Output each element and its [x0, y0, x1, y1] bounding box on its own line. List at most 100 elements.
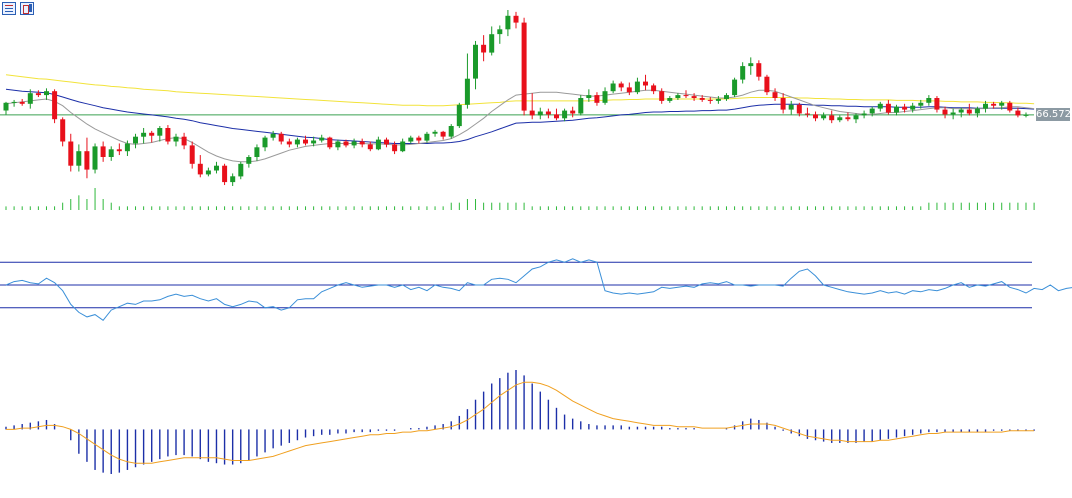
ma-slow-line: [5, 74, 1035, 107]
candle-body: [408, 137, 414, 142]
candle-body: [375, 139, 381, 150]
candle-body: [189, 145, 195, 164]
candle-body: [529, 110, 535, 116]
candle-body: [11, 101, 17, 103]
candle-body: [804, 113, 810, 115]
candle-body: [246, 157, 252, 164]
candle-body: [3, 102, 9, 111]
candle-body: [35, 93, 41, 96]
price-panel: [0, 10, 1035, 186]
chart-properties-icon[interactable]: [2, 2, 16, 15]
candle-body: [124, 143, 130, 152]
candle-body: [950, 112, 956, 115]
candle-body: [715, 99, 721, 101]
candle-body: [270, 133, 276, 138]
candle-body: [319, 137, 325, 141]
candle-body: [894, 106, 899, 113]
candle-body: [505, 15, 511, 30]
candle-body: [116, 149, 122, 152]
candle-body: [327, 137, 333, 148]
candle-body: [562, 110, 568, 119]
candle-body: [1007, 102, 1013, 111]
candle-body: [683, 95, 689, 97]
candle-body: [262, 137, 268, 148]
candle-body: [303, 139, 308, 144]
candle-body: [464, 78, 470, 105]
candle-body: [432, 131, 438, 134]
candle-body: [359, 141, 365, 145]
candle-body: [311, 140, 317, 144]
candle-body: [149, 132, 155, 136]
candle-body: [108, 149, 114, 157]
rsi-panel: [0, 258, 1072, 321]
candle-body: [286, 141, 292, 145]
candle-body: [392, 144, 398, 152]
candle-body: [885, 103, 891, 113]
candle-body: [829, 115, 835, 121]
candle-body: [197, 163, 203, 175]
candle-body: [424, 133, 430, 141]
candle-body: [489, 34, 495, 53]
candle-body: [537, 111, 543, 116]
candle-body: [570, 110, 576, 114]
candle-body: [869, 108, 875, 114]
candle-body: [756, 63, 762, 77]
candle-body: [788, 104, 794, 110]
candle-body: [991, 103, 997, 106]
candle-body: [626, 87, 632, 93]
candle-body: [343, 141, 349, 146]
candle-body: [877, 103, 883, 109]
candle-body: [578, 98, 584, 114]
candle-body: [926, 98, 932, 103]
volume-panel: [5, 188, 1035, 210]
candle-body: [278, 133, 284, 142]
candle-body: [294, 139, 300, 145]
candle-body: [853, 115, 859, 120]
candle-body: [27, 93, 33, 104]
candle-body: [52, 91, 58, 120]
candle-body: [667, 98, 673, 101]
candle-body: [861, 113, 867, 116]
candle-body: [594, 95, 600, 103]
candle-body: [165, 128, 171, 142]
candle-body: [384, 139, 389, 145]
candle-body: [837, 117, 843, 121]
candle-body: [141, 132, 147, 137]
macd-signal-line: [6, 381, 1035, 464]
candle-body: [205, 170, 211, 175]
candle-body: [60, 119, 66, 142]
candle-body: [586, 95, 592, 98]
candle-body: [675, 95, 681, 98]
candle-body: [222, 165, 228, 183]
candle-body: [68, 141, 74, 166]
chart-template-icon[interactable]: [20, 2, 34, 15]
candle-body: [618, 83, 624, 88]
candle-body: [772, 92, 778, 98]
candle-body: [214, 165, 219, 171]
candle-body: [821, 115, 827, 119]
candle-body: [602, 91, 608, 103]
candle-body: [634, 81, 640, 93]
candle-body: [521, 22, 527, 111]
candle-body: [554, 114, 559, 119]
candle-body: [918, 102, 924, 106]
candle-body: [100, 146, 106, 157]
candle-body: [934, 98, 940, 110]
candle-body: [400, 141, 406, 152]
candle-body: [780, 98, 786, 110]
candle-body: [902, 106, 908, 110]
candle-body: [440, 131, 446, 137]
candle-body: [958, 109, 964, 113]
candle-body: [19, 101, 25, 104]
candle-body: [748, 63, 754, 67]
candle-body: [659, 91, 665, 101]
candle-body: [983, 103, 988, 109]
candle-body: [910, 105, 916, 110]
candle-body: [707, 99, 713, 101]
candle-body: [44, 91, 49, 96]
candle-body: [157, 128, 163, 136]
candle-body: [691, 96, 697, 98]
candle-body: [92, 146, 98, 170]
candle-body: [181, 136, 187, 146]
